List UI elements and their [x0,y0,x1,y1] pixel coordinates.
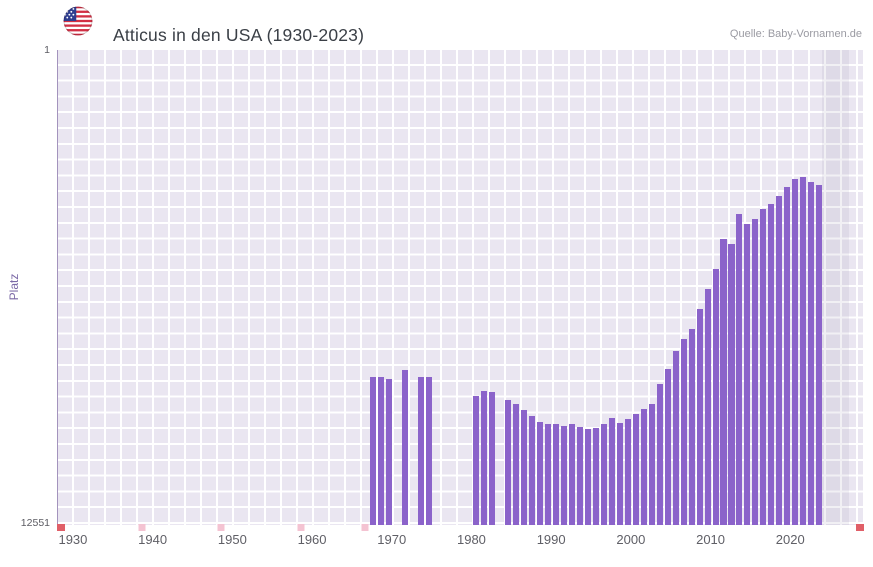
bar-1994[interactable] [584,428,592,525]
bar-2009[interactable] [704,289,711,525]
bar-2012[interactable] [728,244,735,525]
bar-1984[interactable] [505,400,512,525]
x-tick-1970: 1970 [377,532,407,547]
y-tick-worst: 12551 [20,517,50,529]
x-tick-1960: 1960 [297,532,327,547]
bar-1969[interactable] [385,378,392,525]
y-tick-best: 1 [44,44,50,56]
no-data-marker-1948 [217,524,225,531]
x-tick-1980: 1980 [456,532,486,547]
source-credit: Quelle: Baby-Vornamen.de [729,28,862,40]
bar-1971[interactable] [401,369,408,525]
bar-2013[interactable] [736,214,743,525]
plot-area [57,50,864,531]
axis-end-cap-left [57,524,65,531]
bar-1999[interactable] [624,418,631,525]
bar-2002[interactable] [648,404,655,525]
x-tick-1940: 1940 [138,532,168,547]
bar-1996[interactable] [600,423,607,525]
bar-2023[interactable] [816,185,823,525]
bar-1990[interactable] [553,423,560,525]
bar-2003[interactable] [656,384,663,525]
bar-1988[interactable] [537,422,544,525]
bar-2008[interactable] [696,309,703,525]
y-axis-title: Platz [7,273,21,301]
bar-2006[interactable] [680,339,687,525]
bar-2007[interactable] [688,328,695,525]
bar-1986[interactable] [521,409,528,525]
bar-2022[interactable] [808,182,815,525]
bar-1967[interactable] [369,377,376,525]
x-tick-2000: 2000 [616,532,646,547]
x-tick-2020: 2020 [775,532,805,547]
y-axis-title-wrap: Platz [0,270,28,310]
bar-2015[interactable] [752,219,759,525]
bar-2004[interactable] [664,369,671,525]
no-data-marker-1958 [297,524,305,531]
bar-2001[interactable] [640,409,647,525]
bar-1993[interactable] [577,426,584,525]
bar-2021[interactable] [800,177,807,525]
x-axis-ticks: 1930 1940 1950 1960 1970 1980 1990 2000 2010 2020 [57,532,862,552]
bar-1985[interactable] [513,404,520,525]
bar-1998[interactable] [616,422,623,525]
x-tick-1990: 1990 [536,532,566,547]
bar-2011[interactable] [720,239,727,525]
future-years-band [821,50,850,525]
x-tick-2010: 2010 [696,532,726,547]
bar-2005[interactable] [672,351,679,525]
bar-1980[interactable] [473,396,480,525]
bar-1997[interactable] [608,417,615,525]
chart-title: Atticus in den USA (1930-2023) [113,24,365,45]
no-data-marker-1966 [361,524,369,531]
bar-1982[interactable] [489,392,496,525]
bar-2016[interactable] [760,208,767,525]
bar-1995[interactable] [592,428,599,525]
bar-2020[interactable] [792,179,799,525]
x-tick-1950: 1950 [217,532,247,547]
bar-1989[interactable] [545,423,552,525]
bar-1991[interactable] [561,425,568,525]
bar-1992[interactable] [569,423,576,525]
no-data-marker-1938 [138,524,146,531]
bar-1974[interactable] [425,376,432,525]
bar-2019[interactable] [784,186,791,525]
bar-2010[interactable] [712,269,719,525]
bar-1987[interactable] [529,415,536,525]
bar-1973[interactable] [417,376,424,525]
x-tick-1930: 1930 [58,532,88,547]
bar-2000[interactable] [632,414,639,525]
us-flag-icon [63,6,93,36]
bar-2018[interactable] [776,196,783,525]
bar-2017[interactable] [768,204,775,525]
axis-end-cap-right [856,524,864,531]
bar-1981[interactable] [481,390,488,525]
bar-1968[interactable] [377,377,384,525]
bar-2014[interactable] [744,224,751,525]
